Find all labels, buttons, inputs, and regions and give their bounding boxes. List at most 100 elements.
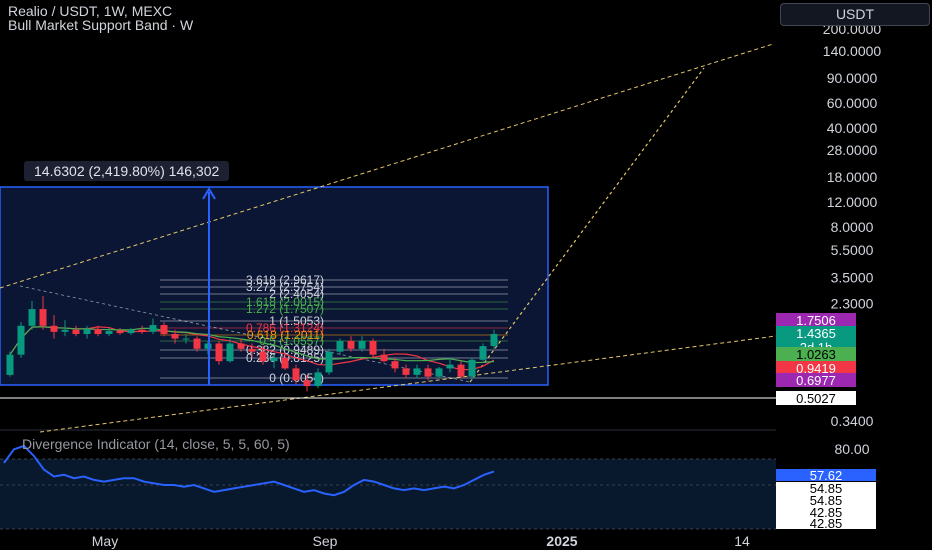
oscillator-tag-bg bbox=[776, 517, 876, 529]
price-axis-label: 28.0000 bbox=[827, 142, 878, 158]
oscillator-line bbox=[3, 444, 495, 497]
candle-body bbox=[490, 334, 498, 347]
candle-body bbox=[446, 364, 454, 369]
candle-body bbox=[468, 359, 476, 377]
candle-body bbox=[17, 325, 25, 355]
price-axis-label: 0.3400 bbox=[831, 413, 874, 429]
candle-body bbox=[303, 380, 311, 387]
fib-label: 0.786 (1.3124) bbox=[246, 321, 324, 335]
price-tag-bg bbox=[776, 313, 856, 327]
candle-body bbox=[292, 368, 300, 381]
time-axis-label: 14 bbox=[734, 533, 750, 549]
price-axis-label: 2.3000 bbox=[831, 295, 874, 311]
candle-body bbox=[314, 372, 322, 387]
price-tag-bg bbox=[776, 373, 856, 387]
candle-body bbox=[237, 343, 245, 349]
support-band-slow bbox=[9, 326, 495, 364]
oscillator-tag: 57.62 bbox=[810, 468, 843, 483]
price-tag: 0.5027 bbox=[796, 391, 836, 406]
price-axis-label: 140.0000 bbox=[823, 43, 882, 59]
price-tag-bg bbox=[776, 347, 856, 361]
time-axis-label: Sep bbox=[313, 533, 338, 549]
price-tag: 0.9419 bbox=[796, 361, 836, 376]
candle-body bbox=[402, 368, 410, 375]
candle-body bbox=[226, 343, 234, 362]
oscillator-band bbox=[0, 459, 776, 529]
candle-body bbox=[28, 309, 36, 326]
trend-line-upper bbox=[0, 43, 774, 289]
price-axis-label: 40.0000 bbox=[827, 120, 878, 136]
candle-body bbox=[61, 329, 69, 332]
candle-body bbox=[182, 338, 190, 340]
measure-arrowhead bbox=[202, 187, 216, 200]
candle-body bbox=[39, 309, 47, 326]
fib-label: 1 (1.5053) bbox=[269, 314, 324, 328]
oscillator-title: Divergence Indicator (14, close, 5, 5, 6… bbox=[22, 436, 290, 452]
candle-body bbox=[479, 346, 487, 360]
candle-body bbox=[160, 325, 168, 335]
price-tag: 1.7506 bbox=[796, 313, 836, 328]
candle-body bbox=[127, 329, 135, 334]
candle-body bbox=[391, 361, 399, 369]
candle-body bbox=[72, 329, 80, 335]
candle-body bbox=[83, 328, 91, 335]
fibonacci-extension: 3.618 (2.9617)3.272 (2.5754)2 (2.4054)1.… bbox=[160, 273, 508, 385]
price-axis-label: 60.0000 bbox=[827, 95, 878, 111]
fib-label: 1.618 (2.0015) bbox=[246, 295, 324, 309]
oscillator-tag-bg bbox=[776, 506, 876, 518]
candles bbox=[6, 295, 498, 392]
candle-body bbox=[171, 334, 179, 339]
fib-label: 0.5 (1.0557) bbox=[259, 334, 324, 348]
oscillator-tag-bg bbox=[776, 482, 876, 494]
fib-label: 3.618 (2.9617) bbox=[246, 273, 324, 287]
candle-body bbox=[94, 328, 102, 335]
candle-body bbox=[336, 340, 344, 352]
oscillator-tag: 54.85 bbox=[810, 481, 843, 496]
candle-body bbox=[457, 364, 465, 377]
price-axis-label: 12.0000 bbox=[827, 194, 878, 210]
candle-body bbox=[149, 325, 157, 332]
measure-label: 14.6302 (2,419.80%) 146,302 bbox=[24, 161, 230, 181]
oscillator-series: 80.00 bbox=[3, 441, 870, 497]
candle-body bbox=[358, 340, 366, 349]
candle-body bbox=[116, 331, 124, 334]
candle-body bbox=[369, 340, 377, 355]
candle-body bbox=[424, 368, 432, 377]
candle-body bbox=[50, 325, 58, 332]
candle-body bbox=[435, 368, 443, 377]
price-tag: 1.4365 bbox=[796, 326, 836, 341]
channel-line bbox=[19, 285, 471, 383]
oscillator-axis-label: 80.00 bbox=[834, 441, 869, 457]
candle-body bbox=[380, 354, 388, 362]
fib-label: 3.272 (2.5754) bbox=[246, 280, 324, 294]
price-axis-label: 3.5000 bbox=[831, 270, 874, 286]
indicator-title: Bull Market Support Band · W bbox=[8, 17, 194, 33]
time-axis-label: 2025 bbox=[546, 533, 577, 549]
oscillator-tag-bg bbox=[776, 469, 876, 481]
candle-body bbox=[138, 329, 146, 332]
price-tag-bg bbox=[776, 391, 856, 405]
price-tag-bg bbox=[776, 326, 856, 340]
trend-lines bbox=[0, 43, 777, 433]
price-axis-label: 5.5000 bbox=[831, 242, 874, 258]
time-axis[interactable]: May Sep 2025 14 bbox=[92, 533, 750, 549]
price-axis-label: 8.0000 bbox=[831, 219, 874, 235]
projection-line bbox=[469, 67, 705, 383]
oscillator-tag: 42.85 bbox=[810, 505, 843, 520]
price-axis-label: 18.0000 bbox=[827, 169, 878, 185]
fib-label: 0.618 (1.2011) bbox=[247, 328, 324, 342]
candle-body bbox=[215, 343, 223, 362]
currency-button[interactable]: USDT bbox=[780, 3, 930, 26]
oscillator-tag-bg bbox=[776, 494, 876, 506]
candle-body bbox=[270, 357, 278, 362]
candle-body bbox=[413, 368, 421, 375]
fib-label: 1.272 (1.7507) bbox=[246, 302, 324, 316]
price-axis-label: 90.0000 bbox=[827, 70, 878, 86]
time-axis-label: May bbox=[92, 533, 118, 549]
candle-body bbox=[193, 338, 201, 349]
candle-body bbox=[325, 351, 333, 373]
oscillator-tag: 54.85 bbox=[810, 493, 843, 508]
